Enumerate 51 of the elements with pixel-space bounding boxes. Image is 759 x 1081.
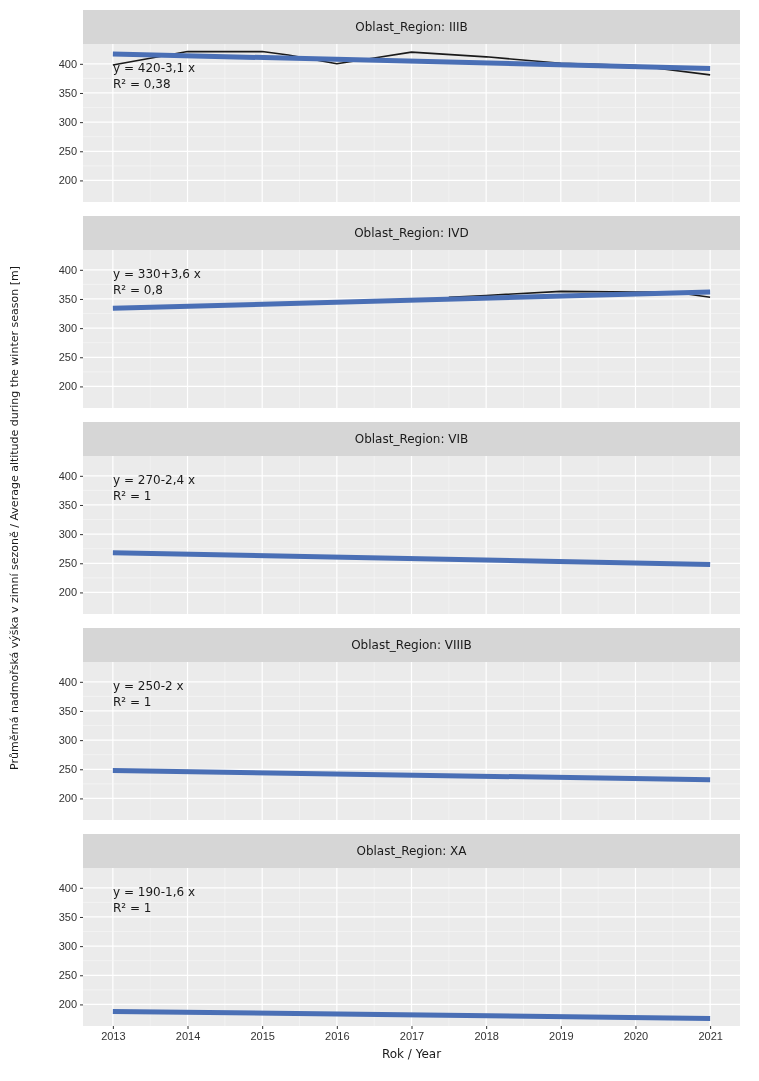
annotation: R² = 1 <box>113 901 152 915</box>
annotation: y = 420-3,1 x <box>113 61 196 75</box>
y-tick-label: 300 <box>58 116 77 129</box>
annotation: y = 250-2 x <box>113 679 184 693</box>
chart-title: Oblast_Region: VIB <box>354 432 469 446</box>
y-tick-label: 400 <box>58 57 77 70</box>
x-tick-label: 2014 <box>175 1029 201 1042</box>
annotation: y = 190-1,6 x <box>113 885 196 899</box>
y-tick-label: 400 <box>58 675 77 688</box>
y-axis-title: Průměrná nadmořská výška v zimní sezoně / Average altitude during the winter season [m] <box>8 266 21 770</box>
chart-title: Oblast_Region: IVD <box>354 226 469 240</box>
y-tick-label: 200 <box>58 586 77 599</box>
x-tick-label: 2017 <box>399 1029 425 1042</box>
x-tick-label: 2013 <box>101 1029 126 1042</box>
chart-title: Oblast_Region: IIIB <box>355 20 468 34</box>
annotation: R² = 0,38 <box>113 77 171 91</box>
y-tick-label: 200 <box>58 792 77 805</box>
x-tick-label: 2020 <box>623 1029 649 1042</box>
x-tick-label: 2018 <box>474 1029 499 1042</box>
y-tick-label: 200 <box>58 998 77 1011</box>
chart-title: Oblast_Region: VIIIB <box>351 638 472 652</box>
y-tick-label: 300 <box>58 940 77 953</box>
x-axis-title: Rok / Year <box>381 1047 442 1061</box>
y-tick-label: 250 <box>58 351 77 364</box>
x-tick-label: 2015 <box>250 1029 275 1042</box>
y-tick-label: 300 <box>58 322 77 335</box>
y-tick-label: 250 <box>58 969 77 982</box>
y-tick-label: 350 <box>58 910 77 923</box>
annotation: y = 330+3,6 x <box>113 267 201 281</box>
y-tick-label: 350 <box>58 498 77 511</box>
x-tick-label: 2016 <box>325 1029 350 1042</box>
annotation: y = 270-2,4 x <box>113 473 196 487</box>
y-tick-label: 400 <box>58 881 77 894</box>
annotation: R² = 1 <box>113 695 152 709</box>
y-tick-label: 350 <box>58 292 77 305</box>
y-tick-label: 200 <box>58 380 77 393</box>
y-tick-label: 250 <box>58 557 77 570</box>
y-tick-label: 350 <box>58 86 77 99</box>
x-tick-label: 2019 <box>549 1029 574 1042</box>
annotation: R² = 1 <box>113 489 152 503</box>
y-tick-label: 400 <box>58 469 77 482</box>
y-tick-label: 300 <box>58 734 77 747</box>
y-tick-label: 250 <box>58 763 77 776</box>
y-tick-label: 400 <box>58 263 77 276</box>
x-tick-label: 2021 <box>698 1029 723 1042</box>
y-tick-label: 250 <box>58 145 77 158</box>
y-tick-label: 350 <box>58 704 77 717</box>
chart-title: Oblast_Region: XA <box>356 844 468 858</box>
y-tick-label: 200 <box>58 174 77 187</box>
annotation: R² = 0,8 <box>113 283 163 297</box>
y-tick-label: 300 <box>58 528 77 541</box>
